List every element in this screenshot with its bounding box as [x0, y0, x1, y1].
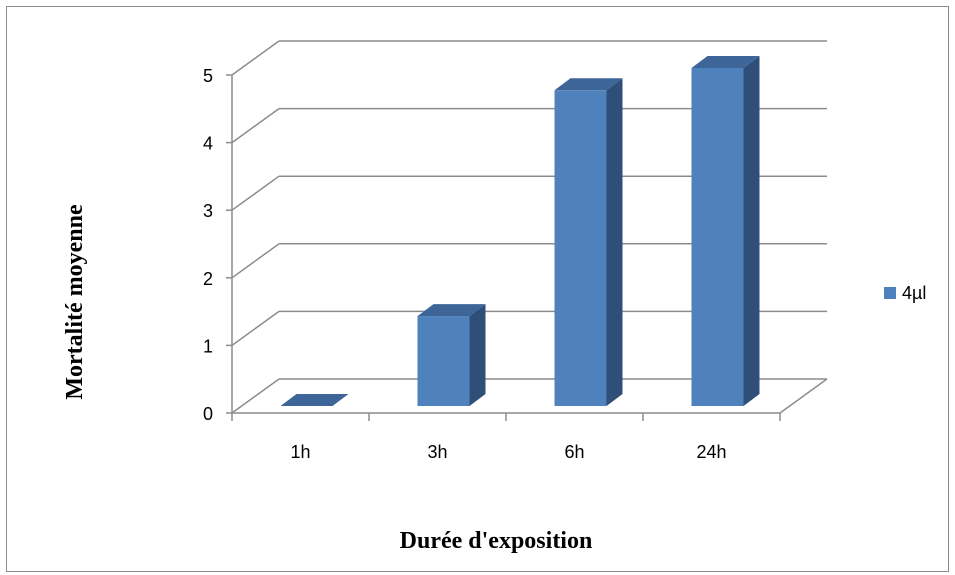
- y-tick-label: 2: [203, 269, 213, 289]
- bar-side: [606, 78, 623, 407]
- y-tick-label: 0: [203, 404, 213, 424]
- bar: [554, 78, 623, 407]
- legend: 4µl: [884, 283, 926, 303]
- bar-front: [417, 316, 470, 406]
- legend-swatch: [884, 287, 896, 299]
- chart-frame: [6, 6, 949, 572]
- bar: [280, 394, 349, 406]
- gridline-side: [231, 175, 280, 211]
- y-tick-label: 3: [203, 201, 213, 221]
- gridline-side: [231, 107, 280, 144]
- bars: [280, 56, 760, 407]
- gridline-side: [231, 40, 280, 76]
- x-tick-label: 6h: [564, 442, 584, 462]
- axes: [226, 74, 781, 421]
- x-tick-label: 3h: [427, 442, 447, 462]
- gridline-side: [231, 243, 280, 279]
- x-tick-label: 24h: [696, 442, 726, 462]
- y-axis-title: Mortalité moyenne: [62, 204, 88, 400]
- gridline-side: [231, 310, 280, 347]
- y-tick-label: 5: [203, 66, 213, 86]
- bar-top: [417, 304, 486, 317]
- bar-side: [743, 56, 760, 406]
- y-tick-label: 4: [203, 134, 213, 154]
- bar: [691, 56, 760, 406]
- bar-front: [554, 90, 607, 407]
- bar-top: [554, 78, 623, 91]
- floor-edge: [779, 378, 828, 414]
- tick-labels: 0 1 2 3 4 5 1h 3h 6h 24h: [203, 66, 727, 462]
- bar: [417, 304, 486, 406]
- bar-front: [691, 68, 744, 406]
- x-axis-title: Durée d'exposition: [400, 528, 593, 554]
- x-tick-label: 1h: [290, 442, 310, 462]
- bar-side: [469, 304, 486, 406]
- bar-top: [691, 56, 760, 68]
- bar-top: [280, 394, 349, 406]
- y-tick-label: 1: [203, 336, 213, 356]
- gridline-side: [231, 378, 280, 414]
- legend-label: 4µl: [902, 283, 926, 303]
